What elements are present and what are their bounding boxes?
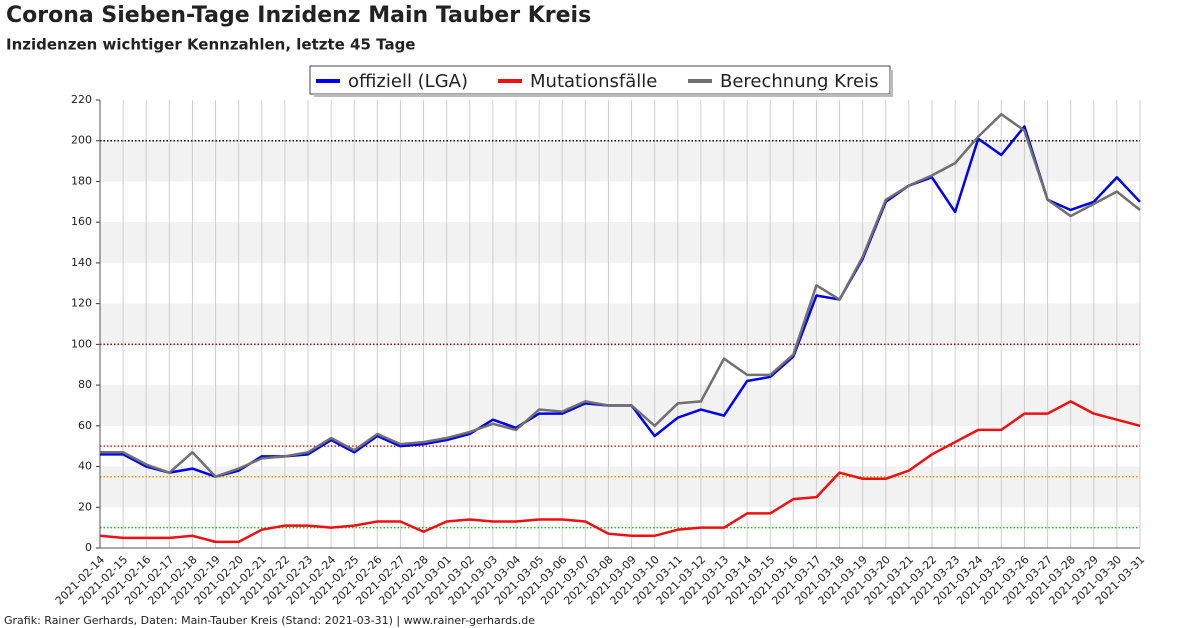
y-tick-label: 140 [71, 256, 92, 269]
y-tick-label: 40 [78, 460, 92, 473]
grid-band [100, 222, 1140, 263]
grid-band [100, 303, 1140, 345]
y-tick-label: 180 [71, 174, 92, 187]
legend-box [309, 65, 891, 95]
y-tick-label: 20 [78, 500, 92, 513]
grid-band [100, 466, 1140, 508]
y-tick-label: 100 [71, 337, 92, 350]
legend-shadow [314, 94, 893, 97]
y-tick-label: 160 [71, 215, 92, 228]
legend-label: offiziell (LGA) [348, 71, 468, 92]
y-tick-label: 120 [71, 297, 92, 310]
y-tick-label: 60 [78, 419, 92, 432]
legend-label: Mutationsfälle [530, 71, 657, 92]
legend-shadow [890, 70, 893, 97]
y-tick-label: 220 [71, 93, 92, 106]
legend: offiziell (LGA) Mutationsfälle Berechnung … [309, 65, 893, 97]
y-tick-label: 200 [71, 134, 92, 147]
y-tick-label: 80 [78, 378, 92, 391]
y-tick-label: 0 [85, 541, 92, 554]
series-line [99, 400, 1141, 544]
series-line [100, 113, 1141, 478]
footer: Grafik: Rainer Gerhards, Daten: Main-Tau… [4, 614, 535, 627]
chart-subtitle: Inzidenzen wichtiger Kennzahlen, letzte … [6, 36, 415, 54]
legend-label: Berechnung Kreis [720, 71, 878, 92]
grid-band [100, 140, 1140, 182]
chart-title: Corona Sieben-Tage Inzidenz Main Tauber … [6, 3, 591, 28]
